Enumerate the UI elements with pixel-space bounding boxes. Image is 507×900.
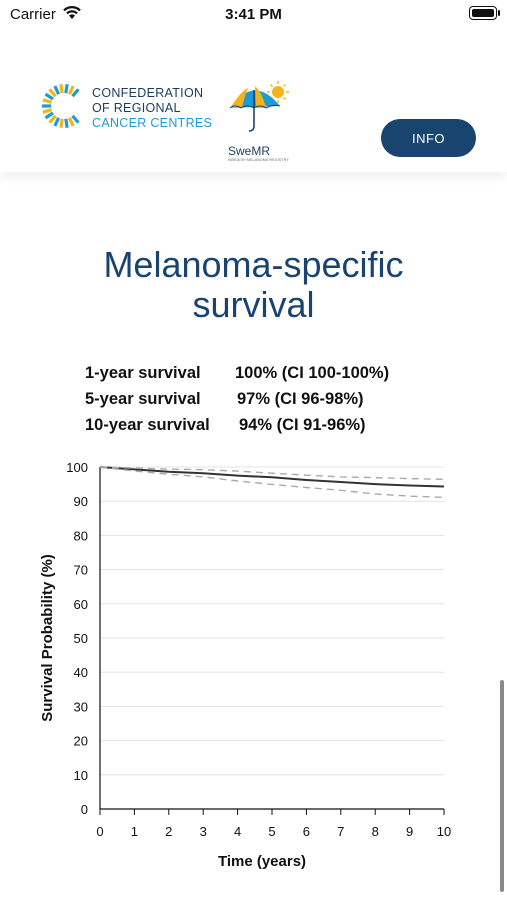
status-bar: Carrier 3:41 PM: [0, 0, 507, 30]
y-axis-label: Survival Probability (%): [39, 554, 56, 722]
info-button[interactable]: INFO: [381, 119, 476, 157]
x-tick-label: 5: [268, 824, 275, 839]
y-tick-label: 40: [74, 665, 88, 680]
y-tick-label: 0: [81, 802, 88, 817]
x-tick-label: 7: [337, 824, 344, 839]
crcc-text-line3: CANCER CENTRES: [92, 116, 213, 130]
scrollbar[interactable]: [500, 680, 504, 892]
stat-label: 10-year survival: [85, 416, 210, 434]
swemr-label: SweMR: [228, 144, 271, 158]
x-tick-label: 6: [303, 824, 310, 839]
x-tick-label: 8: [372, 824, 379, 839]
stat-row-1yr: 1-year survival 100% (CI 100-100%): [85, 360, 389, 386]
y-tick-label: 100: [66, 460, 88, 475]
y-tick-label: 30: [74, 699, 88, 714]
page-title-line1: Melanoma-specific: [103, 244, 404, 285]
survival-chart: 0 10 20 30 40 50 60 70 80 90 100 0 1 2 3 4 5 6 7 8 9 10 Time (…: [39, 460, 451, 870]
carrier-label: Carrier: [10, 6, 56, 23]
x-tick-label: 0: [96, 824, 103, 839]
stat-label: 1-year survival: [85, 364, 201, 382]
x-tick-label: 10: [437, 824, 451, 839]
x-tick-label: 4: [234, 824, 241, 839]
wifi-icon: [63, 5, 81, 19]
crcc-logo-text: CONFEDERATION OF REGIONAL CANCER CENTRES: [92, 86, 212, 131]
x-tick-label: 9: [406, 824, 413, 839]
lower-ci-curve: [99, 466, 445, 499]
x-tick-label: 1: [131, 824, 138, 839]
x-axis-label: Time (years): [218, 853, 306, 870]
swemr-sublabel: SWEDISH MELANOMA REGISTRY: [228, 158, 289, 162]
stat-row-10yr: 10-year survival 94% (CI 91-96%): [85, 412, 389, 438]
app-header: CONFEDERATION OF REGIONAL CANCER CENTRES…: [0, 30, 507, 172]
clock: 3:41 PM: [225, 6, 282, 23]
stat-value: 100% (CI 100-100%): [235, 364, 390, 382]
crcc-text-line1: CONFEDERATION: [92, 86, 204, 100]
page-title-line2: survival: [192, 284, 315, 325]
survival-stats: 1-year survival 100% (CI 100-100%) 5-yea…: [85, 360, 389, 438]
x-tick-label: 3: [200, 824, 207, 839]
y-tick-label: 20: [74, 734, 88, 749]
y-tick-label: 80: [74, 528, 88, 543]
crcc-text-line2: OF REGIONAL: [92, 101, 181, 115]
y-tick-label: 70: [74, 563, 88, 578]
y-tick-label: 10: [74, 768, 88, 783]
x-tick-label: 2: [165, 824, 172, 839]
stat-value: 94% (CI 91-96%): [239, 416, 366, 434]
y-tick-label: 60: [74, 597, 88, 612]
y-tick-label: 50: [74, 631, 88, 646]
crcc-logo: [42, 83, 80, 129]
survival-curve: [99, 466, 445, 488]
page-title: Melanoma-specific survival: [0, 245, 507, 325]
upper-ci-curve: [99, 466, 445, 480]
stat-label: 5-year survival: [85, 390, 201, 408]
y-tick-label: 90: [74, 494, 88, 509]
stat-value: 97% (CI 96-98%): [237, 390, 364, 408]
battery-icon: [469, 6, 500, 20]
swemr-umbrella-logo: [229, 81, 289, 132]
stat-row-5yr: 5-year survival 97% (CI 96-98%): [85, 386, 389, 412]
